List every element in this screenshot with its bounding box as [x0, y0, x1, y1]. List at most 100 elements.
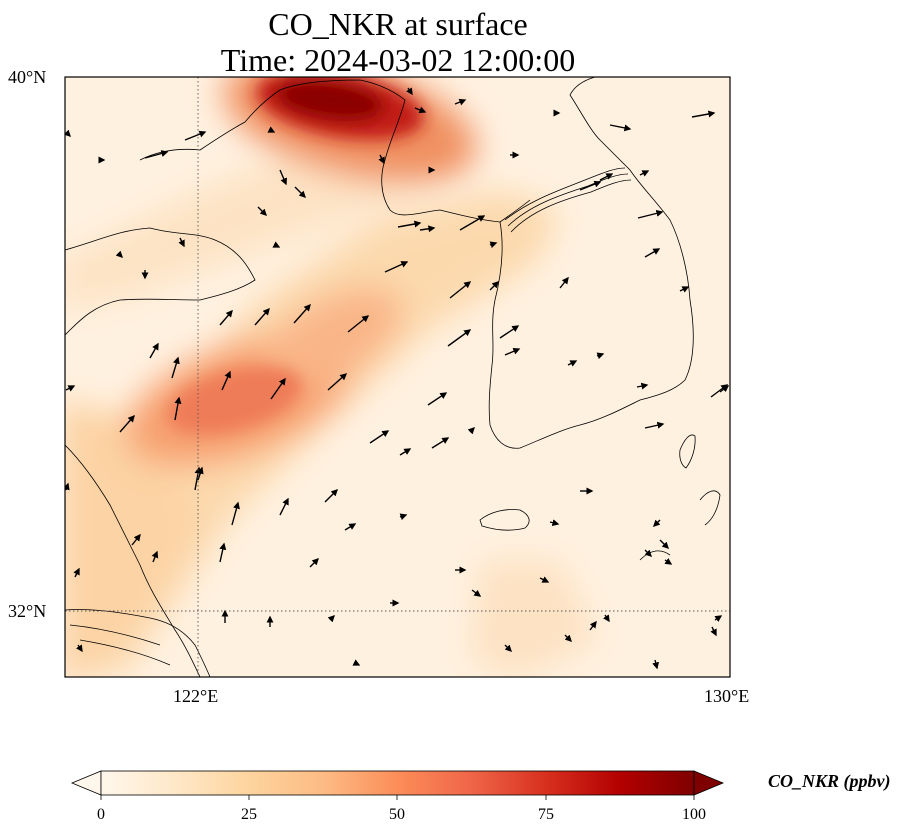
- wind-arrow: [471, 589, 482, 597]
- wind-arrow: [131, 533, 141, 546]
- wind-arrow: [644, 248, 661, 258]
- bohai-hotspot-core: [275, 78, 385, 122]
- concentration-field: [65, 77, 600, 677]
- wind-arrow: [664, 557, 673, 565]
- wind-arrow: [184, 130, 207, 141]
- wind-arrow: [397, 220, 422, 228]
- japan-coast-fragments: [639, 490, 721, 561]
- wind-arrow: [174, 396, 182, 421]
- wind-arrow: [644, 421, 665, 429]
- plot-title-line1: CO_NKR at surface: [268, 6, 528, 42]
- wind-arrow: [257, 206, 267, 216]
- wind-arrow: [489, 241, 498, 249]
- colorbar-label: CO_NKR (ppbv): [768, 771, 891, 791]
- wind-arrow: [636, 382, 649, 390]
- coastlines: [65, 77, 721, 677]
- wind-arrow: [567, 360, 578, 367]
- wind-arrow: [489, 281, 499, 291]
- southeast-patch: [470, 560, 600, 677]
- wind-arrow: [144, 150, 169, 159]
- yellow-sea-hotspot-core: [166, 365, 304, 435]
- map-figure: [64, 76, 731, 678]
- wind-arrow: [679, 286, 690, 293]
- colorbar-tick-marks: [100, 795, 695, 800]
- wind-arrow: [65, 482, 70, 491]
- wind-arrow: [467, 427, 475, 435]
- wind-arrow: [293, 303, 311, 324]
- wind-arrow: [609, 124, 632, 132]
- map-plot-area: [65, 77, 730, 677]
- korean-peninsula-coast: [488, 77, 694, 449]
- wind-arrow: [719, 385, 730, 393]
- wind-arrow: [564, 634, 572, 642]
- wind-arrow: [294, 186, 306, 198]
- wind-arrow: [459, 215, 486, 231]
- wind-arrow: [644, 549, 652, 557]
- plume-band: [65, 190, 560, 677]
- wind-arrow: [219, 542, 227, 563]
- lon-tick-130e: 130°E: [704, 686, 750, 706]
- lat-tick-40n: 40°N: [8, 67, 47, 87]
- wind-arrow: [659, 539, 669, 549]
- jeju-island: [479, 509, 530, 531]
- tsushima-island: [679, 434, 696, 469]
- jiangsu-coast: [65, 444, 201, 677]
- wind-arrow: [178, 237, 185, 248]
- plot-title-line2: Time: 2024-03-02 12:00:00: [220, 42, 576, 78]
- wind-arrow: [221, 370, 231, 391]
- wind-arrow: [254, 307, 270, 326]
- colorbar-tick-100: 100: [682, 806, 706, 823]
- wind-arrow: [149, 342, 159, 359]
- yangtze-delta: [65, 609, 211, 677]
- wind-arrow: [327, 615, 335, 623]
- wind-arrow: [504, 644, 512, 652]
- colorbar-tick-0: 0: [97, 806, 105, 823]
- wind-arrow: [65, 385, 76, 392]
- wind-arrow: [454, 98, 467, 106]
- wind-arrow: [324, 489, 338, 503]
- wind-arrow: [419, 225, 436, 233]
- wind-arrow: [499, 325, 520, 339]
- wind-arrow: [405, 87, 413, 96]
- wind-arrow: [378, 154, 385, 165]
- wind-arrow: [431, 437, 450, 449]
- wind-arrow: [327, 373, 348, 391]
- colorbar-gradient: [100, 770, 695, 796]
- wind-arrow: [549, 519, 560, 527]
- liaoning-coast: [139, 79, 531, 223]
- wind-arrow: [344, 523, 357, 531]
- wind-arrow: [414, 106, 427, 114]
- plume-core: [257, 287, 403, 393]
- wind-arrow: [399, 448, 412, 456]
- wind-arrow: [219, 309, 233, 326]
- wind-arrow: [539, 576, 550, 583]
- wind-arrow: [596, 352, 605, 360]
- wind-arrow: [599, 173, 614, 181]
- wind-arrow: [384, 261, 409, 273]
- wind-arrow: [399, 513, 408, 521]
- wind-arrow: [714, 615, 723, 623]
- map-frame: [64, 76, 731, 678]
- yangtze-river: [69, 624, 171, 666]
- colorbar-min-extend: [70, 770, 102, 796]
- wind-arrow: [231, 501, 240, 526]
- wind-arrow: [279, 169, 288, 186]
- wind-arrow: [171, 356, 180, 379]
- wind-arrow: [710, 626, 717, 637]
- wind-arrow: [309, 558, 319, 568]
- wind-arrow: [602, 614, 610, 623]
- wind-arrow: [73, 567, 80, 578]
- wind-arrow: [115, 250, 123, 258]
- wind-arrow: [589, 620, 597, 631]
- wind-arrow: [579, 180, 602, 191]
- wind-arrow: [447, 329, 472, 347]
- wind-arrow: [151, 550, 159, 563]
- wind-arrow: [559, 276, 569, 289]
- wind-vectors: [65, 87, 730, 670]
- wind-arrow: [352, 659, 361, 666]
- wind-arrow: [75, 644, 83, 653]
- wind-arrow: [267, 126, 276, 133]
- wind-arrow: [279, 497, 289, 516]
- gridlines: [65, 77, 730, 677]
